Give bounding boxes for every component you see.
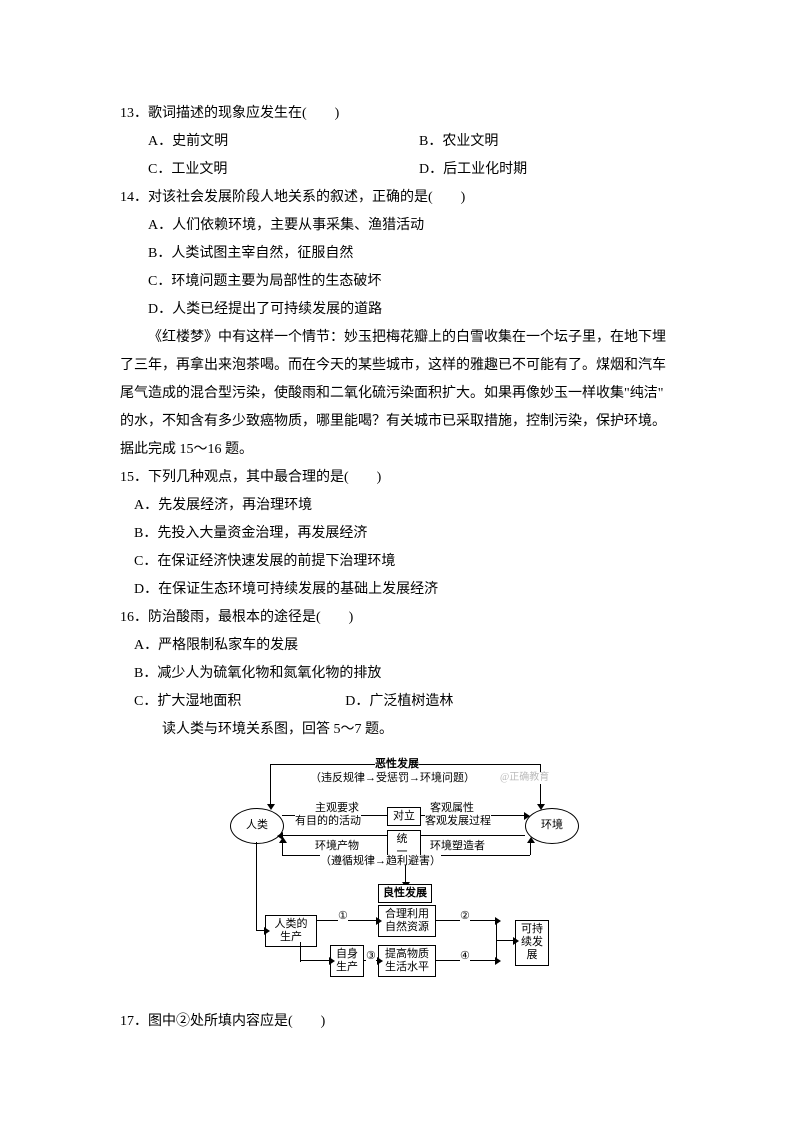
circle-3: ③ [366, 950, 376, 963]
benign-box: 良性发展 [378, 884, 432, 903]
right-main-1: 客观属性 [430, 802, 474, 815]
watermark: @正确教育 [500, 772, 549, 784]
circle-4: ④ [460, 950, 470, 963]
left-main-1: 主观要求 [315, 802, 359, 815]
human-prod-box: 人类的 生产 [265, 915, 317, 947]
right-main-2: 客观发展过程 [425, 815, 491, 828]
diagram-human-environment: 恶性发展 （违反规律→受惩罚→环境问题） @正确教育 人类 环境 对立 主观要求… [120, 760, 690, 1000]
q13-opt-b: B．农业文明 [419, 128, 690, 156]
circle-2: ② [460, 910, 470, 923]
q14-opt-d: D．人类已经提出了可持续发展的道路 [120, 296, 690, 324]
top-label: 恶性发展 [375, 758, 419, 771]
improve-box: 提高物质 生活水平 [378, 945, 436, 977]
q17-stem: 17．图中②处所填内容应是( ) [120, 1008, 690, 1036]
passage-line-3: 尾气造成的混合型污染，使酸雨和二氧化硫污染面积扩大。如果再像妙玉一样收集"纯洁" [120, 380, 690, 408]
passage-line-2: 了三年，再拿出来泡茶喝。而在今天的某些城市，这样的雅趣已不可能有了。煤烟和汽车 [120, 352, 690, 380]
reasonable-box: 合理利用 自然资源 [378, 905, 436, 937]
human-oval: 人类 [230, 808, 284, 844]
duili-box: 对立 [387, 807, 421, 826]
q16-opt-d: D．广泛植树造林 [345, 688, 453, 716]
figure-lead: 读人类与环境关系图，回答 5～7 题。 [120, 716, 690, 744]
env-product: 环境产物 [315, 840, 359, 853]
passage-line-5: 据此完成 15～16 题。 [120, 436, 690, 464]
q14-opt-c: C．环境问题主要为局部性的生态破坏 [120, 268, 690, 296]
self-prod-box: 自身 生产 [330, 945, 364, 977]
passage-line-4: 的水，不知含有多少致癌物质，哪里能喝？有关城市已采取措施，控制污染，保护环境。 [120, 408, 690, 436]
env-shaper: 环境塑造者 [430, 840, 485, 853]
q15-opt-d: D．在保证生态环境可持续发展的基础上发展经济 [120, 576, 690, 604]
q16-opt-a: A．严格限制私家车的发展 [120, 632, 690, 660]
left-main-2: 有目的的活动 [295, 815, 361, 828]
q13-stem: 13．歌词描述的现象应发生在( ) [120, 100, 690, 128]
passage-line-1: 《红楼梦》中有这样一个情节：妙玉把梅花瓣上的白雪收集在一个坛子里，在地下埋 [120, 324, 690, 352]
q13-opt-d: D．后工业化时期 [419, 156, 690, 184]
bottom-flow: （遵循规律→趋利避害） [320, 855, 441, 868]
sustain-box: 可持 续发 展 [515, 920, 549, 966]
q14-opt-b: B．人类试图主宰自然，征服自然 [120, 240, 690, 268]
q16-opt-b: B．减少人为硫氧化物和氮氧化物的排放 [120, 660, 690, 688]
q15-opt-a: A．先发展经济，再治理环境 [120, 492, 690, 520]
q16-stem: 16．防治酸雨，最根本的途径是( ) [120, 604, 690, 632]
q14-stem: 14．对该社会发展阶段人地关系的叙述，正确的是( ) [120, 184, 690, 212]
q16-opt-c: C．扩大湿地面积 [134, 688, 345, 716]
q13-opt-c: C．工业文明 [148, 156, 419, 184]
q15-stem: 15．下列几种观点，其中最合理的是( ) [120, 464, 690, 492]
top-flow: （违反规律→受惩罚→环境问题） [310, 772, 475, 785]
q13-opt-a: A．史前文明 [148, 128, 419, 156]
q14-opt-a: A．人们依赖环境，主要从事采集、渔猎活动 [120, 212, 690, 240]
circle-1: ① [338, 910, 348, 923]
q15-opt-b: B．先投入大量资金治理，再发展经济 [120, 520, 690, 548]
q15-opt-c: C．在保证经济快速发展的前提下治理环境 [120, 548, 690, 576]
